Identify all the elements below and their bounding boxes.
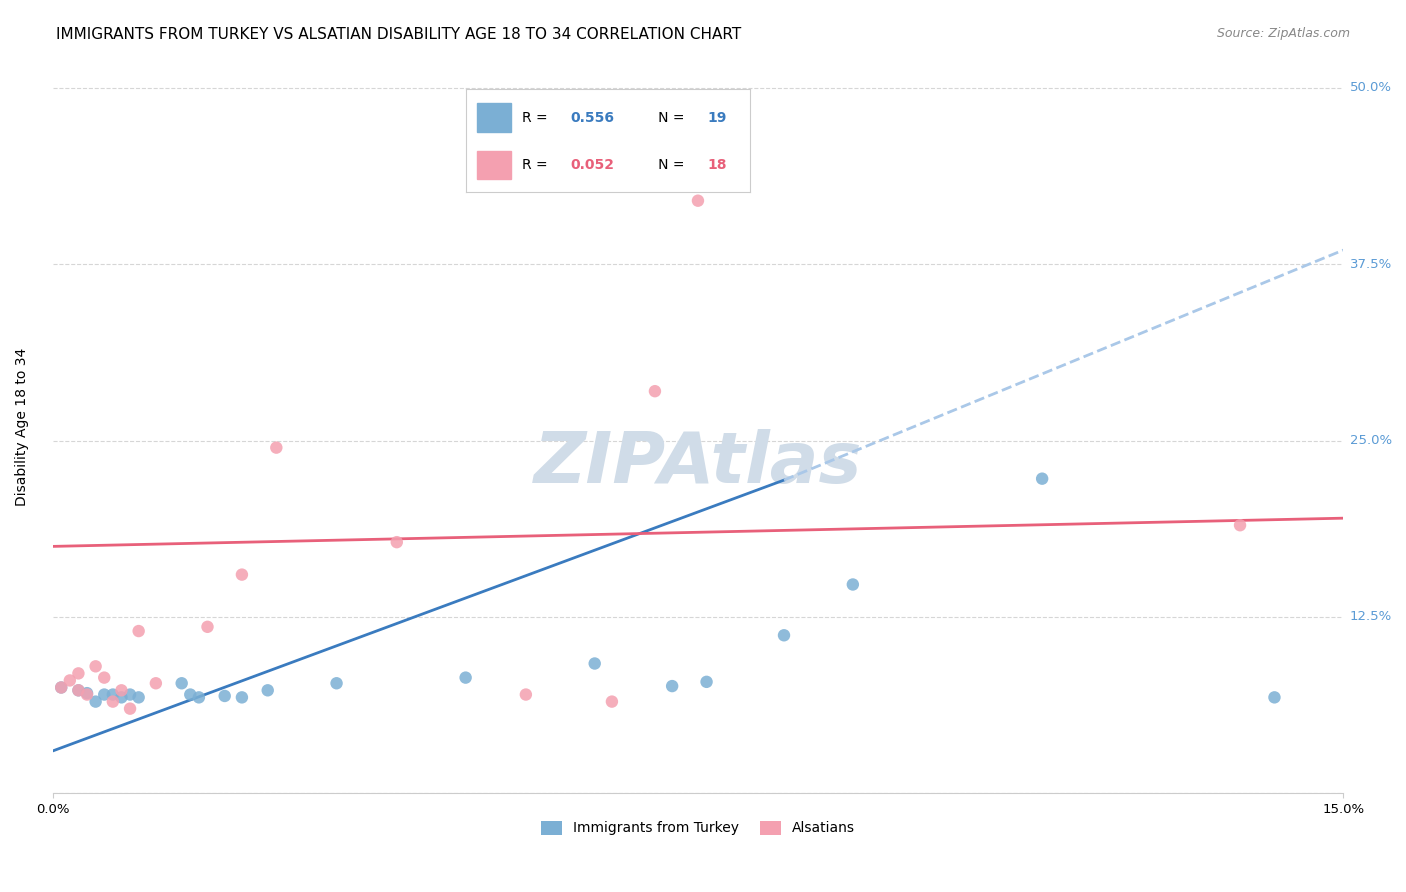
Text: 25.0%: 25.0%	[1350, 434, 1392, 447]
Text: Source: ZipAtlas.com: Source: ZipAtlas.com	[1216, 27, 1350, 40]
Point	[1031, 472, 1053, 486]
Text: IMMIGRANTS FROM TURKEY VS ALSATIAN DISABILITY AGE 18 TO 34 CORRELATION CHART: IMMIGRANTS FROM TURKEY VS ALSATIAN DISAB…	[56, 27, 741, 42]
Y-axis label: Disability Age 18 to 34: Disability Age 18 to 34	[15, 347, 30, 506]
Point	[118, 688, 141, 702]
Text: 12.5%: 12.5%	[1350, 610, 1392, 624]
Point	[686, 194, 709, 208]
Point	[110, 690, 132, 705]
Point	[661, 679, 683, 693]
Point	[128, 690, 150, 705]
Point	[256, 683, 278, 698]
Point	[1229, 518, 1251, 533]
Point	[67, 683, 90, 698]
Point	[59, 673, 82, 688]
Point	[67, 666, 90, 681]
Point	[170, 676, 193, 690]
Point	[231, 690, 253, 705]
Point	[583, 657, 606, 671]
Point	[515, 688, 537, 702]
Point	[187, 690, 209, 705]
Point	[842, 577, 865, 591]
Point	[325, 676, 347, 690]
Point	[101, 688, 124, 702]
Point	[179, 688, 201, 702]
Point	[231, 567, 253, 582]
Point	[51, 681, 73, 695]
Legend: Immigrants from Turkey, Alsatians: Immigrants from Turkey, Alsatians	[531, 811, 865, 845]
Point	[110, 683, 132, 698]
Point	[644, 384, 666, 399]
Point	[118, 701, 141, 715]
Point	[76, 686, 98, 700]
Point	[93, 671, 115, 685]
Point	[84, 659, 107, 673]
Point	[266, 441, 288, 455]
Point	[67, 683, 90, 698]
Point	[101, 695, 124, 709]
Text: 37.5%: 37.5%	[1350, 258, 1392, 270]
Point	[93, 688, 115, 702]
Text: ZIPAtlas: ZIPAtlas	[534, 429, 862, 498]
Point	[696, 674, 718, 689]
Point	[76, 688, 98, 702]
Point	[197, 620, 219, 634]
Point	[1263, 690, 1285, 705]
Point	[773, 628, 796, 642]
Point	[385, 535, 408, 549]
Point	[600, 695, 623, 709]
Point	[51, 681, 73, 695]
Point	[84, 695, 107, 709]
Point	[454, 671, 477, 685]
Text: 50.0%: 50.0%	[1350, 81, 1392, 95]
Point	[128, 624, 150, 638]
Point	[214, 689, 236, 703]
Point	[145, 676, 167, 690]
